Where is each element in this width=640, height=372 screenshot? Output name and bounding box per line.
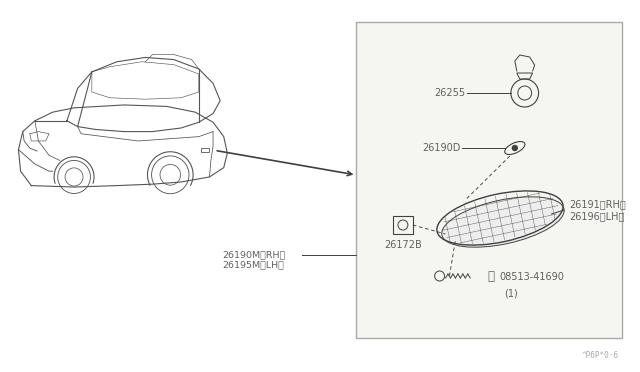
Bar: [356, 22, 621, 338]
Text: 26172B: 26172B: [384, 240, 422, 250]
Ellipse shape: [442, 197, 564, 247]
Text: (1): (1): [504, 289, 518, 299]
Circle shape: [513, 145, 517, 151]
Text: 26191〈RH〉
26196〈LH〉: 26191〈RH〉 26196〈LH〉: [569, 199, 626, 221]
Bar: [201, 148, 209, 153]
Text: 26255: 26255: [434, 88, 465, 98]
Text: 26190M〈RH〉
26195M〈LH〉: 26190M〈RH〉 26195M〈LH〉: [223, 250, 286, 269]
Bar: [393, 216, 413, 234]
Text: ^P6P*0·6: ^P6P*0·6: [582, 351, 619, 360]
Text: 26190D: 26190D: [422, 143, 460, 153]
Text: Ⓢ: Ⓢ: [487, 270, 494, 283]
Text: 08513-41690: 08513-41690: [499, 272, 564, 282]
